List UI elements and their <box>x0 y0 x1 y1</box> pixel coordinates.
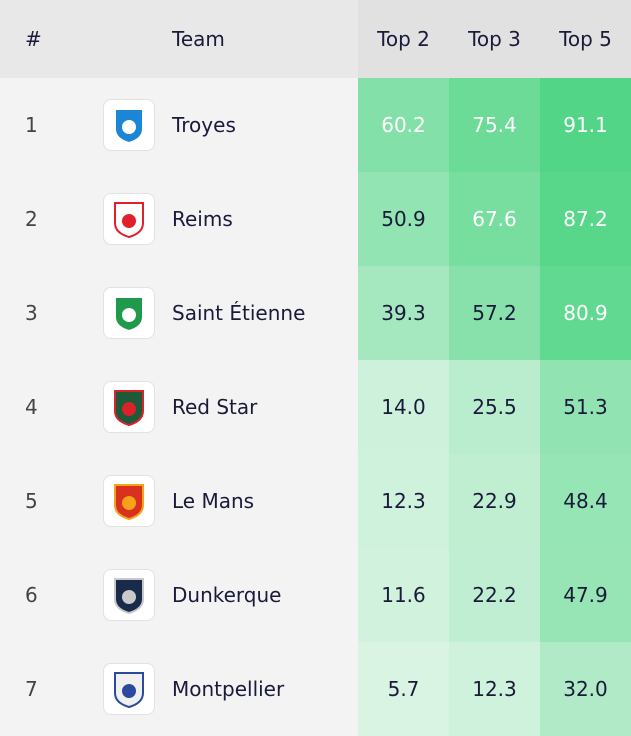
team-name: Reims <box>172 207 233 231</box>
header-top3[interactable]: Top 3 <box>449 0 540 78</box>
header-top2[interactable]: Top 2 <box>358 0 449 78</box>
team-logo <box>103 193 155 245</box>
team-row: 1 Troyes 60.2 75.4 91.1 <box>0 78 631 172</box>
team-name: Montpellier <box>172 677 285 701</box>
logo-icon <box>114 202 144 239</box>
rank: 6 <box>25 583 38 607</box>
probability-top2: 50.9 <box>358 172 449 266</box>
logo-cell <box>103 172 172 266</box>
team-name: Saint Étienne <box>172 301 306 325</box>
logo-icon <box>114 108 144 145</box>
logo-cell <box>103 266 172 360</box>
logo-cell <box>103 642 172 736</box>
probability-top5: 80.9 <box>540 266 631 360</box>
probability-top3: 22.2 <box>449 548 540 642</box>
rank: 3 <box>25 301 38 325</box>
team-row: 7 Montpellier 5.7 12.3 32.0 <box>0 642 631 736</box>
team-logo <box>103 287 155 339</box>
probability-top5: 87.2 <box>540 172 631 266</box>
logo-icon <box>114 390 144 427</box>
probability-top2: 60.2 <box>358 78 449 172</box>
probability-top2: 5.7 <box>358 642 449 736</box>
logo-icon <box>114 578 144 615</box>
rank: 1 <box>25 113 38 137</box>
logo-cell <box>103 78 172 172</box>
team-logo <box>103 475 155 527</box>
header-top5[interactable]: Top 5 <box>540 0 631 78</box>
probability-top5: 51.3 <box>540 360 631 454</box>
team-logo <box>103 569 155 621</box>
probability-top3: 22.9 <box>449 454 540 548</box>
logo-icon <box>114 484 144 521</box>
header-rank: # <box>25 27 42 51</box>
probability-top3: 57.2 <box>449 266 540 360</box>
logo-icon <box>114 296 144 333</box>
probability-top5: 48.4 <box>540 454 631 548</box>
probability-top3: 75.4 <box>449 78 540 172</box>
logo-cell <box>103 454 172 548</box>
logo-cell <box>103 548 172 642</box>
probability-top5: 91.1 <box>540 78 631 172</box>
team-name: Red Star <box>172 395 258 419</box>
probability-top5: 47.9 <box>540 548 631 642</box>
header-team: Team <box>172 27 225 51</box>
team-logo <box>103 663 155 715</box>
team-logo <box>103 381 155 433</box>
rank: 7 <box>25 677 38 701</box>
logo-icon <box>114 672 144 709</box>
header-spacer <box>103 0 172 78</box>
probability-top2: 12.3 <box>358 454 449 548</box>
team-name: Le Mans <box>172 489 255 513</box>
team-row: 4 Red Star 14.0 25.5 51.3 <box>0 360 631 454</box>
rank: 2 <box>25 207 38 231</box>
probability-top5: 32.0 <box>540 642 631 736</box>
rank: 4 <box>25 395 38 419</box>
rank: 5 <box>25 489 38 513</box>
probability-top2: 14.0 <box>358 360 449 454</box>
team-name: Dunkerque <box>172 583 282 607</box>
team-name: Troyes <box>172 113 236 137</box>
header-row: # Team Top 2 Top 3 Top 5 <box>0 0 631 78</box>
probability-top2: 11.6 <box>358 548 449 642</box>
probability-top3: 67.6 <box>449 172 540 266</box>
team-row: 5 Le Mans 12.3 22.9 48.4 <box>0 454 631 548</box>
probability-top2: 39.3 <box>358 266 449 360</box>
probability-top3: 25.5 <box>449 360 540 454</box>
team-row: 2 Reims 50.9 67.6 87.2 <box>0 172 631 266</box>
logo-cell <box>103 360 172 454</box>
probability-top3: 12.3 <box>449 642 540 736</box>
team-logo <box>103 99 155 151</box>
team-row: 3 Saint Étienne 39.3 57.2 80.9 <box>0 266 631 360</box>
team-row: 6 Dunkerque 11.6 22.2 47.9 <box>0 548 631 642</box>
